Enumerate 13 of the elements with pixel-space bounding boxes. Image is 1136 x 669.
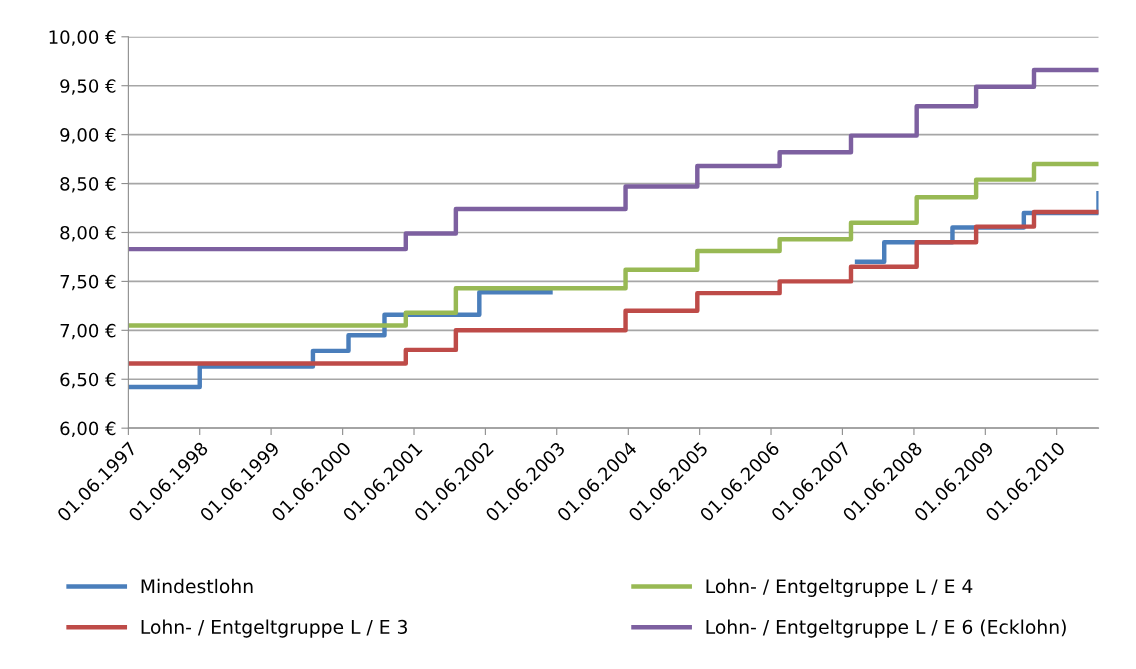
y-tick-label: 8,50 €: [60, 177, 116, 193]
y-tick-label: 8,00 €: [60, 225, 116, 242]
y-tick-label: 9,00 €: [60, 128, 116, 144]
legend-label: Lohn- / Entgeltgruppe L / E 4: [706, 578, 973, 597]
y-tick-label: 9,50 €: [60, 79, 116, 95]
y-tick-label: 6,00 €: [60, 421, 116, 438]
legend-label: Mindestlohn: [141, 578, 253, 594]
legend-label: Lohn- / Entgeltgruppe L / E 6 (Ecklohn): [706, 619, 1066, 638]
y-tick-label: 6,50 €: [60, 372, 116, 389]
y-tick-label: 7,50 €: [60, 274, 116, 291]
legend-label: Lohn- / Entgeltgruppe L / E 3: [141, 619, 407, 638]
y-tick-label: 10,00 €: [49, 30, 116, 46]
y-tick-label: 7,00 €: [60, 323, 116, 340]
